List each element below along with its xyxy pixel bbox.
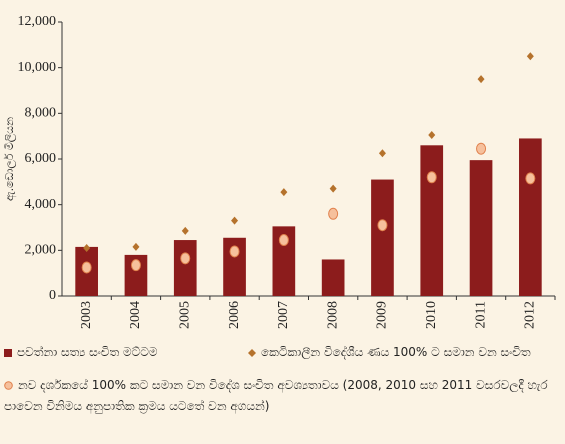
diamond-point [231, 216, 239, 225]
chart: ඇ.ඩොලර් මිලියන 0 2,000 4,000 6,000 8,000 10,00… [3, 14, 556, 329]
y-tick-label: 6,000 [25, 151, 57, 166]
y-tick-label: 8,000 [25, 106, 57, 121]
legend-label: කෙටිකාලීන විදේශීය ණය 100% ට සමාන වන සංචි… [261, 345, 531, 359]
diamond-point [280, 188, 288, 197]
circle-point [229, 245, 240, 258]
bar [173, 240, 197, 296]
x-tick-label: 2003 [79, 301, 94, 329]
bar [420, 145, 444, 296]
bar [223, 237, 246, 296]
circle-point [130, 259, 141, 272]
y-tick-label: 0 [49, 288, 56, 303]
legend-marker [248, 348, 256, 357]
diamond-point [83, 244, 91, 253]
diamond-point [477, 75, 485, 84]
legend-item: නව දර්ශකයේ 100% කට සමාන වන විදේශ සංචිත අ… [4, 375, 559, 417]
diamond-point [181, 226, 189, 235]
bar [469, 160, 493, 296]
diamond-point [378, 149, 386, 158]
legend-label: නව දර්ශකයේ 100% කට සමාන වන විදේශ සංචිත අ… [4, 378, 548, 413]
diamond-point [329, 184, 337, 193]
circle-point [180, 252, 191, 265]
bar [124, 254, 148, 296]
y-tick-label: 2,000 [25, 243, 57, 258]
legend-item: කෙටිකාලීන විදේශීය ණය 100% ට සමාන වන සංචි… [248, 343, 558, 362]
y-axis-label: ඇ.ඩොලර් මිලියන [3, 117, 17, 201]
circle-point [426, 171, 437, 184]
y-tick-label: 10,000 [18, 60, 57, 75]
bar [371, 179, 394, 296]
x-tick-label: 2007 [276, 301, 291, 329]
bar [321, 259, 345, 296]
legend-marker [4, 381, 13, 390]
bar [272, 226, 296, 296]
y-tick-label: 4,000 [25, 197, 57, 212]
x-tick-label: 2005 [177, 301, 192, 329]
x-tick-label: 2006 [227, 301, 242, 329]
diamond-point [428, 131, 436, 140]
x-tick-label: 2008 [325, 301, 340, 329]
legend-marker [4, 348, 12, 357]
bar [519, 138, 542, 296]
x-tick-label: 2010 [424, 301, 439, 329]
x-tick-label: 2004 [128, 301, 143, 329]
legend-label: පවත්නා සත්‍ය සංචිත මට්ටම [17, 345, 158, 359]
legend-item: පවත්නා සත්‍ය සංචිත මට්ටම [4, 343, 244, 362]
x-tick-label: 2009 [375, 301, 390, 329]
x-tick-label: 2012 [523, 301, 538, 329]
diamond-point [132, 242, 140, 251]
circle-point [377, 219, 388, 232]
circle-point [278, 234, 289, 247]
diamond-point [526, 52, 534, 61]
circle-point [525, 172, 536, 185]
circle-point [81, 261, 92, 274]
y-tick-label: 12,000 [18, 14, 57, 29]
circle-point [476, 142, 487, 155]
x-tick-label: 2011 [473, 301, 488, 328]
circle-point [328, 207, 339, 220]
